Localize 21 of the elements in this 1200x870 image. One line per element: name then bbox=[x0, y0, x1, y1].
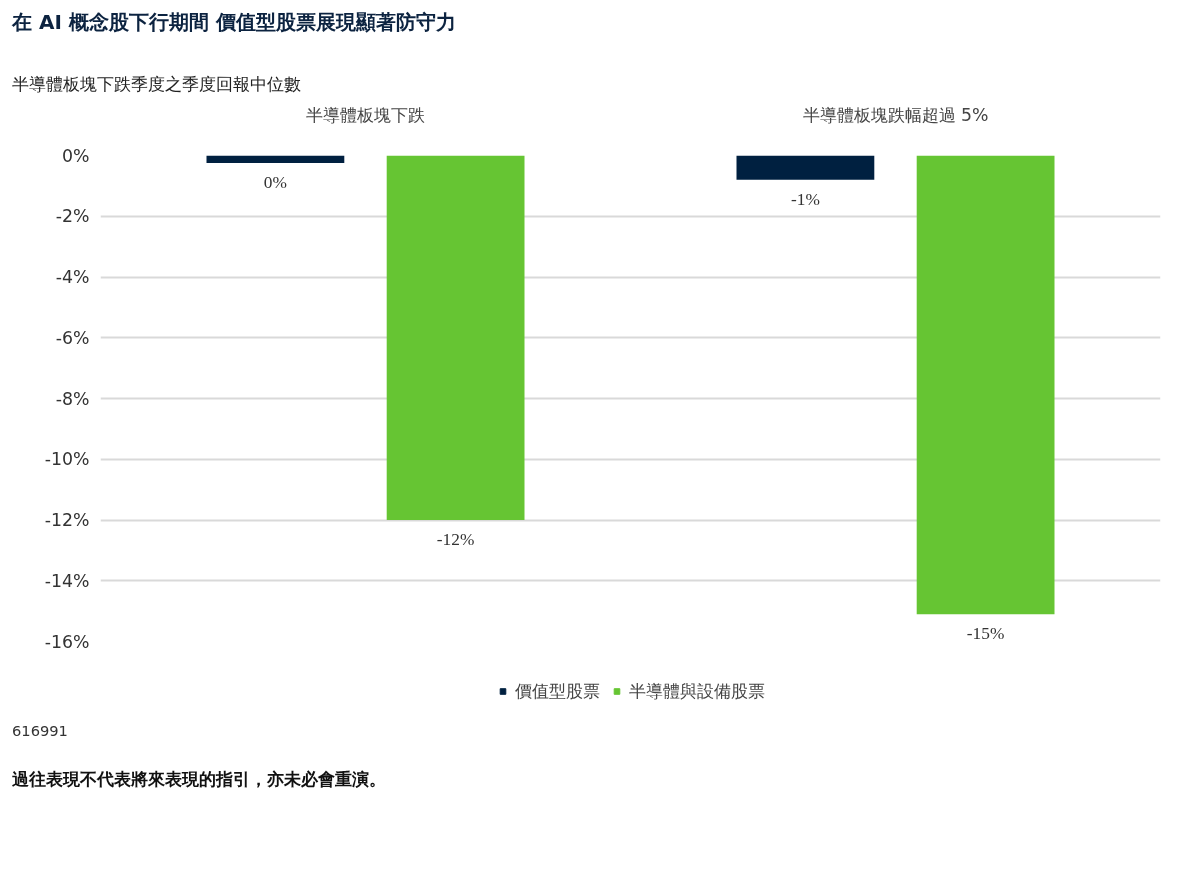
y-tick-label: -10% bbox=[44, 449, 90, 470]
data-label: -15% bbox=[966, 624, 1005, 644]
text: 過往表現不代表將來表現的指引，亦未必會重演。 bbox=[12, 768, 386, 792]
chart-subtitle: 半導體板塊下跌季度之季度回報中位數 bbox=[12, 72, 301, 96]
data-label: 0% bbox=[263, 173, 287, 193]
x-tick-label: 半導體板塊跌幅超過 5% bbox=[802, 104, 989, 125]
y-tick-label: -2% bbox=[55, 206, 90, 227]
y-tick-label: -6% bbox=[55, 328, 90, 349]
chart-title: 在 AI 概念股下行期間 價值型股票展現顯著防守力 bbox=[12, 9, 456, 36]
y-tick-label: -16% bbox=[44, 631, 90, 652]
x-tick-label: 半導體板塊下跌 bbox=[306, 104, 425, 125]
y-tick-label: -12% bbox=[44, 510, 90, 531]
data-label: -1% bbox=[790, 190, 820, 210]
data-label: -12% bbox=[436, 530, 475, 550]
y-tick-label: -14% bbox=[44, 571, 90, 592]
y-tick-label: -4% bbox=[55, 267, 90, 288]
y-tick-label: -8% bbox=[55, 388, 90, 409]
y-tick-label: 0% bbox=[62, 145, 90, 166]
text: 616991 bbox=[12, 721, 68, 742]
legend-label: 價值型股票 bbox=[514, 680, 600, 704]
legend-label: 半導體與設備股票 bbox=[628, 680, 765, 704]
